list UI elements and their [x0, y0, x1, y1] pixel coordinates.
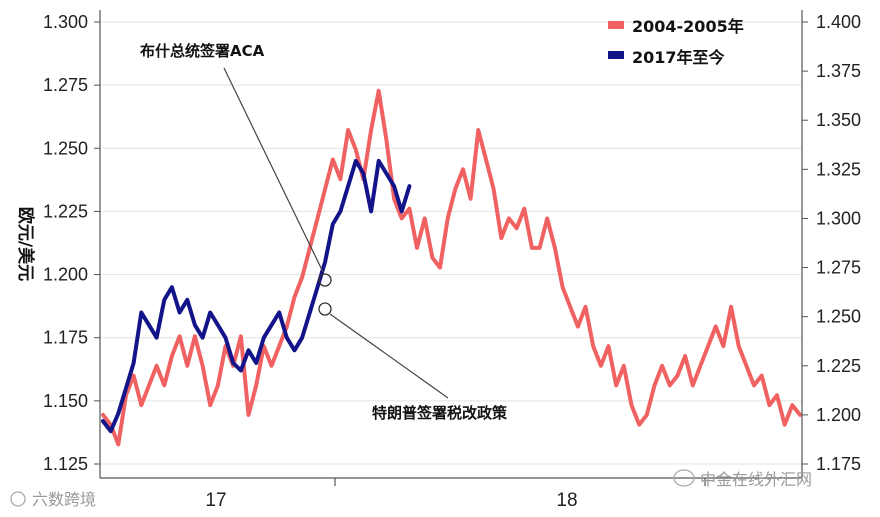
y-tick-label-left: 1.125: [43, 454, 88, 474]
y-tick-label-left: 1.250: [43, 138, 88, 158]
y-tick-label-right: 1.250: [816, 307, 861, 327]
y-tick-label-right: 1.325: [816, 159, 861, 179]
y-tick-label-right: 1.375: [816, 61, 861, 81]
y-tick-label-right: 1.200: [816, 405, 861, 425]
x-tick-label: 17: [205, 490, 226, 511]
watermark-right: 中金在线外汇网: [673, 469, 812, 489]
legend-swatch: [608, 21, 624, 29]
wechat-icon: [673, 469, 695, 487]
series-line-0: [101, 88, 802, 447]
gridlines: [100, 21, 802, 465]
y-tick-label-left: 1.300: [43, 12, 88, 32]
y-tick-label-left: 1.200: [43, 265, 88, 285]
y-tick-label-right: 1.300: [816, 208, 861, 228]
legend-entry: 2017年至今: [632, 48, 725, 67]
y-tick-label-left: 1.225: [43, 201, 88, 221]
legend-swatch: [608, 51, 624, 59]
y-tick-label-right: 1.225: [816, 356, 861, 376]
watermark-text: 中金在线外汇网: [700, 470, 812, 489]
y-tick-label-left: 1.275: [43, 75, 88, 95]
annotation-leader: [223, 67, 324, 273]
legend: 2004-2005年 2017年至今: [608, 17, 744, 67]
annotation-marker: [318, 302, 332, 316]
y-axis-label: 欧元/美元: [15, 207, 36, 281]
x-tick-label: 18: [556, 490, 577, 511]
y-tick-label-right: 1.275: [816, 258, 861, 278]
annotation-text: 布什总统签署ACA: [140, 42, 265, 60]
annotation-marker: [318, 273, 332, 287]
y-tick-label-left: 1.175: [43, 328, 88, 348]
watermark-logo-icon: [10, 491, 26, 507]
annotation-text: 特朗普签署税改政策: [372, 404, 508, 422]
watermark-text: 六数跨境: [32, 490, 96, 509]
series-lines: [101, 88, 802, 447]
y-tick-label-left: 1.150: [43, 391, 88, 411]
annotation-leader: [329, 313, 449, 399]
series-line-1: [101, 158, 412, 434]
y-ticks-right: 1.400 1.375 1.350 1.325 1.300 1.275 1.250 1.225…: [802, 12, 861, 474]
y-tick-label-right: 1.175: [816, 454, 861, 474]
y-ticks-left: 1.300 1.275 1.250 1.225 1.200 1.175 1.150 1.125: [43, 12, 100, 474]
y-tick-label-right: 1.350: [816, 110, 861, 130]
y-tick-label-right: 1.400: [816, 12, 861, 32]
watermark-left: 六数跨境: [10, 490, 96, 509]
legend-entry: 2004-2005年: [632, 17, 744, 36]
